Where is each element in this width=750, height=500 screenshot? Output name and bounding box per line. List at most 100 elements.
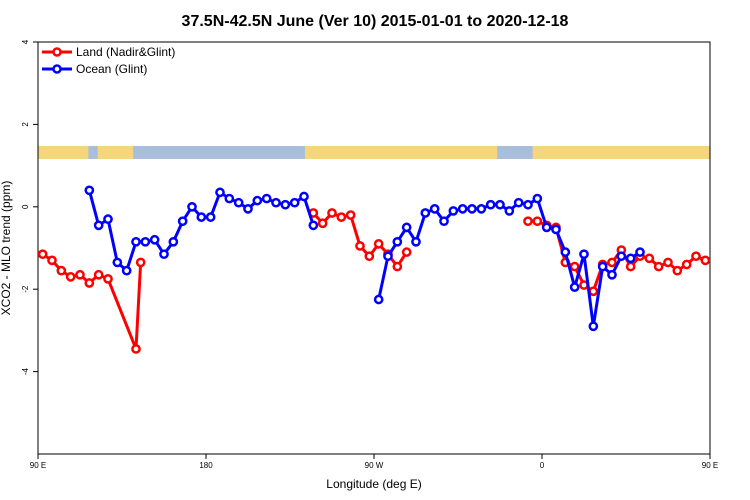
data-point xyxy=(84,185,95,196)
data-point xyxy=(739,273,746,280)
data-point xyxy=(607,257,617,268)
legend-ocean-label: Ocean (Glint) xyxy=(76,62,147,76)
data-point xyxy=(616,251,627,262)
data-point xyxy=(373,294,384,305)
data-point xyxy=(355,241,365,251)
data-point xyxy=(579,249,589,260)
data-point xyxy=(653,261,664,272)
data-point xyxy=(224,193,235,204)
data-point xyxy=(177,216,188,227)
data-point xyxy=(215,187,225,198)
x-tick-label: 90 E xyxy=(30,461,46,470)
data-point xyxy=(140,236,151,247)
land-patch xyxy=(304,146,498,159)
data-point xyxy=(401,222,412,233)
data-point xyxy=(196,212,207,222)
data-point xyxy=(205,212,216,222)
data-point xyxy=(457,204,468,214)
data-point xyxy=(243,204,253,214)
data-point xyxy=(467,204,477,214)
data-point xyxy=(625,253,636,264)
data-point xyxy=(308,220,319,231)
data-point xyxy=(532,193,543,204)
data-point xyxy=(392,236,403,247)
data-point xyxy=(327,208,337,218)
data-point xyxy=(523,199,533,210)
series-land xyxy=(38,208,746,354)
data-point xyxy=(56,265,67,276)
data-point xyxy=(439,216,449,227)
data-point xyxy=(93,220,104,231)
data-point xyxy=(588,286,599,297)
data-point xyxy=(103,274,113,284)
data-point xyxy=(569,282,580,292)
data-point xyxy=(504,206,515,216)
data-point xyxy=(625,261,636,272)
data-point xyxy=(65,271,76,282)
data-point xyxy=(112,257,123,268)
data-point xyxy=(420,208,431,218)
legend-ocean-marker xyxy=(52,64,62,74)
y-tick-label: 2 xyxy=(21,122,30,127)
x-tick-label: 90 W xyxy=(365,461,384,470)
data-point xyxy=(513,197,524,208)
series-layer xyxy=(38,185,746,354)
data-point xyxy=(597,261,608,272)
data-point xyxy=(271,197,281,208)
data-point xyxy=(93,269,104,280)
data-point xyxy=(121,265,132,276)
data-point xyxy=(131,344,141,354)
y-tick-label: -4 xyxy=(21,367,30,375)
map-strip xyxy=(38,146,710,159)
data-point xyxy=(149,234,160,245)
data-point xyxy=(691,251,701,262)
data-point xyxy=(541,222,552,233)
y-tick-label: 0 xyxy=(21,204,30,209)
data-point xyxy=(299,191,309,202)
data-point xyxy=(345,210,356,220)
data-point xyxy=(364,251,375,262)
data-point xyxy=(485,199,496,210)
x-tick-label: 180 xyxy=(199,461,213,470)
data-point xyxy=(532,216,543,227)
data-point xyxy=(448,206,459,216)
data-point xyxy=(392,261,403,272)
data-point xyxy=(730,267,737,274)
data-point xyxy=(523,216,533,227)
data-point xyxy=(336,212,347,222)
data-point xyxy=(588,321,599,332)
data-point xyxy=(38,249,48,260)
data-point xyxy=(280,199,291,210)
data-point xyxy=(261,193,272,204)
y-tick-label: -2 xyxy=(21,285,30,293)
data-point xyxy=(84,278,95,288)
legend: Land (Nadir&Glint) Ocean (Glint) xyxy=(42,45,175,76)
data-point xyxy=(159,249,169,260)
data-point xyxy=(495,199,505,210)
data-point xyxy=(663,257,673,268)
x-axis: 90 E 180 90 W 0 90 E xyxy=(30,454,718,470)
land-patch xyxy=(38,146,89,159)
data-point xyxy=(131,236,141,247)
data-point xyxy=(681,259,692,270)
data-point xyxy=(700,255,710,266)
series-line xyxy=(312,211,408,269)
data-point xyxy=(187,201,197,212)
data-point xyxy=(560,247,571,257)
data-point xyxy=(75,269,85,280)
data-point xyxy=(317,218,328,229)
data-point xyxy=(47,255,57,266)
map-strip-land xyxy=(38,146,710,159)
data-point xyxy=(135,257,146,268)
legend-land-marker xyxy=(52,47,62,57)
data-point xyxy=(709,254,710,258)
legend-land-label: Land (Nadir&Glint) xyxy=(76,45,175,59)
land-patch xyxy=(532,146,710,159)
land-patch xyxy=(97,146,134,159)
data-point xyxy=(168,236,179,247)
data-point xyxy=(383,251,393,262)
series-line xyxy=(41,252,143,351)
data-point xyxy=(233,197,244,208)
data-point xyxy=(635,247,645,257)
data-point xyxy=(551,224,561,235)
